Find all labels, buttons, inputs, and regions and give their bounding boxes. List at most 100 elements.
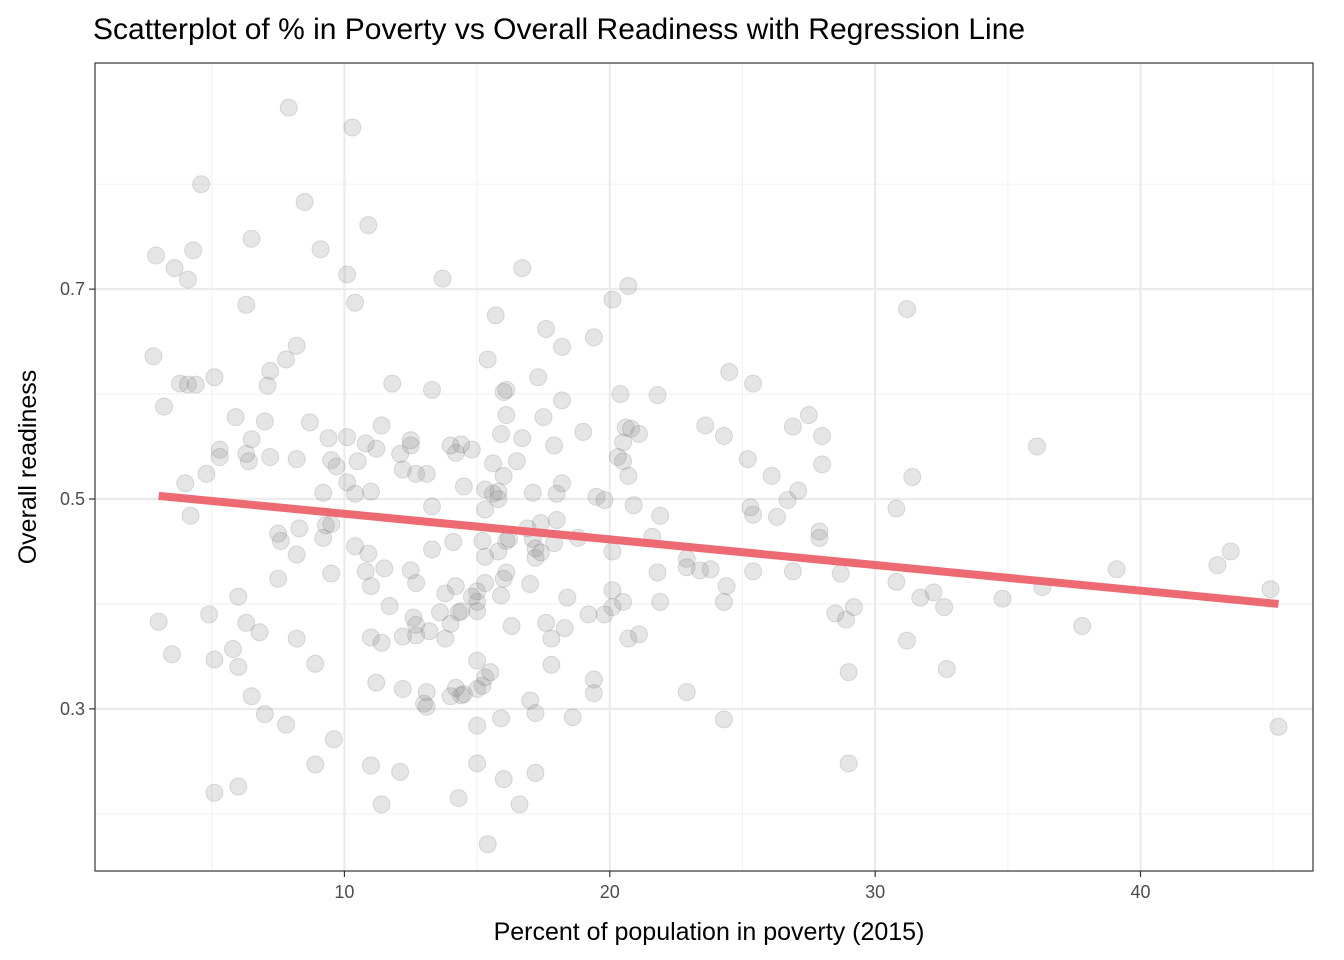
data-point [255, 412, 274, 431]
data-point [903, 467, 922, 486]
data-point [810, 528, 829, 547]
data-point [430, 603, 449, 622]
data-point [502, 616, 521, 635]
data-point [229, 657, 248, 676]
data-point [279, 98, 298, 117]
data-point [343, 118, 362, 137]
data-point [898, 631, 916, 650]
data-point [287, 450, 306, 469]
data-point [619, 629, 638, 648]
data-points [144, 98, 1288, 854]
data-point [558, 588, 577, 607]
data-point [287, 629, 306, 648]
data-point [361, 577, 380, 596]
data-point [401, 436, 420, 455]
data-point [176, 474, 195, 493]
data-point [677, 683, 696, 702]
data-point [603, 290, 622, 309]
data-point [404, 608, 423, 627]
data-point [526, 548, 545, 567]
data-point [391, 762, 410, 781]
data-point [1269, 717, 1288, 736]
data-point [553, 391, 572, 410]
data-point [492, 586, 510, 605]
data-point [537, 320, 556, 339]
data-point [361, 628, 380, 647]
data-point [319, 429, 338, 448]
data-point [237, 295, 256, 314]
data-point [147, 246, 166, 265]
data-point [476, 573, 495, 592]
data-point [433, 269, 452, 288]
data-point [492, 424, 510, 443]
data-point [898, 300, 916, 319]
data-point [714, 427, 733, 446]
data-point [542, 629, 561, 648]
data-point [616, 418, 635, 437]
data-point [614, 592, 633, 611]
data-point [935, 598, 954, 617]
data-point [242, 687, 261, 706]
data-point [300, 413, 319, 432]
data-point [741, 498, 760, 517]
data-point [375, 559, 394, 578]
data-point [311, 240, 330, 259]
data-point [555, 619, 574, 638]
data-point [242, 430, 261, 449]
data-point [507, 452, 526, 471]
data-point [436, 584, 455, 603]
data-point [473, 531, 492, 550]
data-point [887, 572, 906, 591]
data-point [261, 448, 280, 467]
data-point [306, 755, 325, 774]
data-point [446, 443, 465, 462]
data-point [322, 564, 341, 583]
data-point [361, 482, 380, 501]
data-point [619, 276, 638, 295]
data-point [423, 497, 442, 516]
data-point [316, 516, 335, 535]
data-point [714, 592, 733, 611]
data-point [629, 424, 648, 443]
data-point [154, 397, 173, 416]
y-tick-label: 0.3 [60, 699, 85, 719]
data-point [563, 708, 582, 727]
data-point [478, 835, 497, 854]
data-point [651, 592, 670, 611]
data-point [651, 506, 670, 525]
data-point [178, 375, 197, 394]
data-point [420, 622, 439, 641]
data-point [346, 293, 365, 312]
data-point [444, 533, 463, 552]
data-point [839, 754, 858, 773]
data-point [186, 375, 205, 394]
x-tick-label: 20 [600, 882, 620, 902]
data-point [717, 577, 736, 596]
data-point [608, 448, 627, 467]
data-point [810, 522, 829, 541]
data-point [181, 506, 200, 525]
data-point [813, 427, 832, 446]
data-point [462, 440, 481, 459]
data-point [744, 374, 763, 393]
data-point [831, 564, 850, 583]
data-point [783, 562, 802, 581]
data-point [844, 598, 863, 617]
y-tick-label: 0.7 [60, 279, 85, 299]
data-point [744, 562, 763, 581]
data-point [595, 605, 614, 624]
data-point [720, 363, 739, 382]
data-point [789, 481, 808, 500]
data-point [452, 602, 471, 621]
data-point [547, 510, 566, 529]
data-point [359, 544, 378, 563]
data-point [338, 428, 357, 447]
data-point [462, 587, 481, 606]
data-point [510, 795, 529, 814]
data-point [346, 537, 365, 556]
y-axis: 0.3 0.5 0.7 [60, 279, 95, 719]
data-point [924, 583, 943, 602]
data-point [744, 505, 763, 524]
data-point [380, 597, 399, 616]
